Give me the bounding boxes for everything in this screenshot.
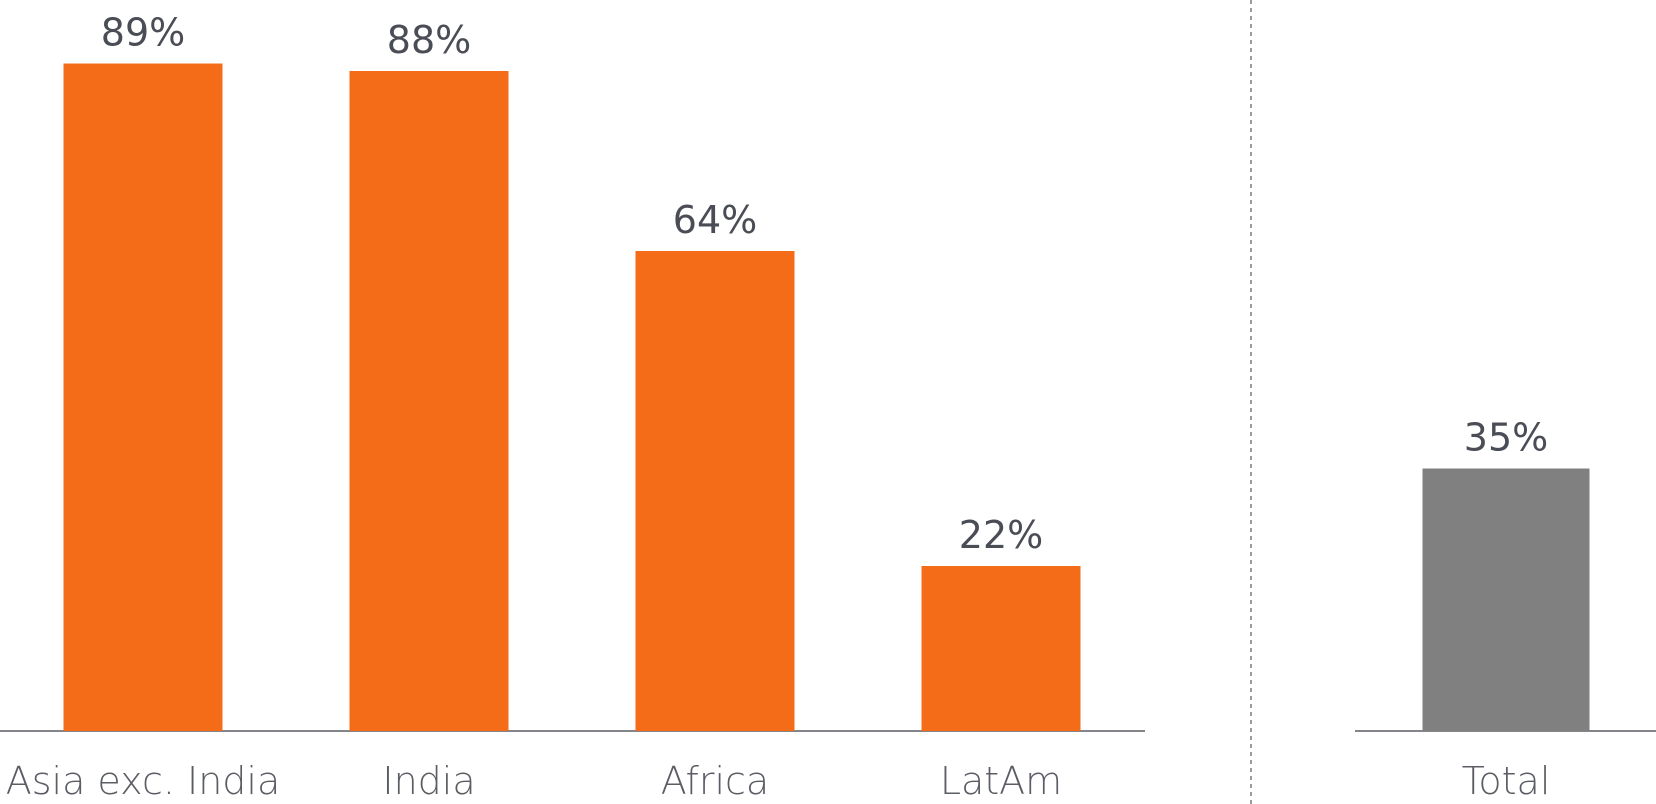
bar-africa xyxy=(635,251,795,731)
data-label-latam: 22% xyxy=(959,513,1043,557)
category-label-africa: Africa xyxy=(661,759,769,803)
category-label-india: India xyxy=(382,759,475,803)
category-label-asia-exc-india: Asia exc. India xyxy=(6,759,281,803)
bar-india xyxy=(349,71,509,731)
regional-bars-panel: 89% Asia exc. India 88% India 64% Africa 22% La… xyxy=(0,11,1145,803)
total-bar-panel: 35% Total xyxy=(1355,416,1656,803)
bar-total xyxy=(1422,468,1590,731)
data-label-india: 88% xyxy=(387,18,471,62)
category-label-latam: LatAm xyxy=(940,759,1062,803)
data-label-asia-exc-india: 89% xyxy=(101,11,185,55)
category-label-total: Total xyxy=(1462,759,1551,803)
bar-asia-exc-india xyxy=(63,63,223,731)
bar-latam xyxy=(921,566,1081,731)
data-label-africa: 64% xyxy=(673,198,757,242)
data-label-total: 35% xyxy=(1464,416,1548,460)
